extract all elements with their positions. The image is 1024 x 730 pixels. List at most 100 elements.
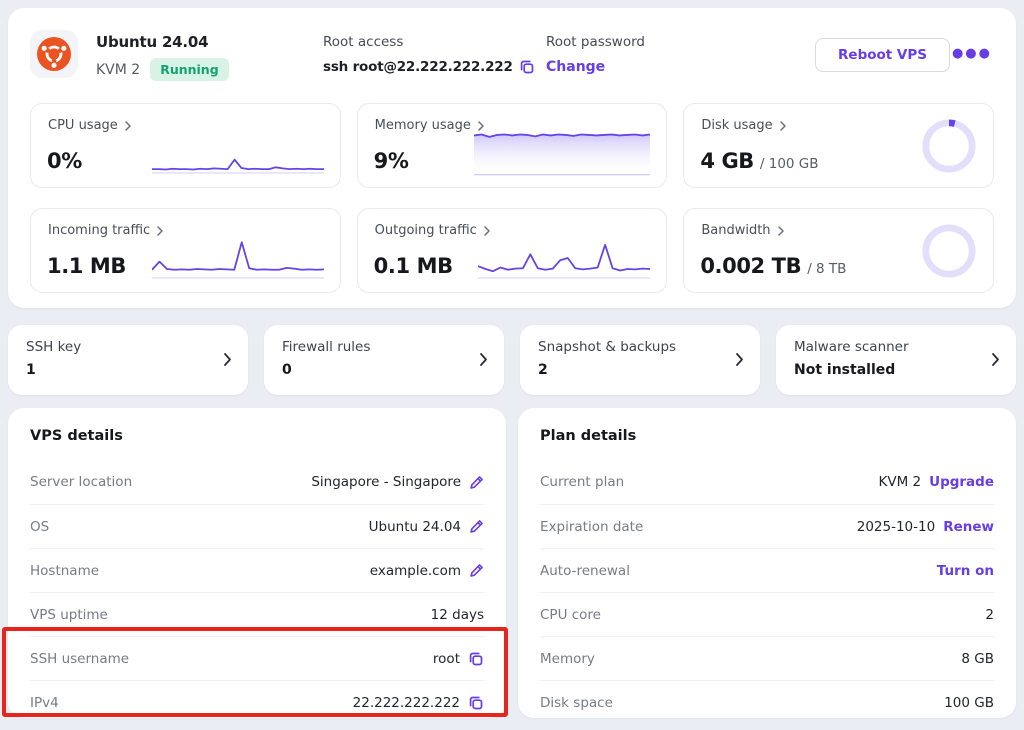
root-access-value: ssh root@22.222.222.222 xyxy=(323,59,513,75)
memory-label: Memory xyxy=(540,650,595,667)
cpu-core-row: CPU core 2 xyxy=(540,592,994,636)
ssh-key-count: 1 xyxy=(26,362,36,378)
disk-space-row: Disk space 100 GB xyxy=(540,680,994,724)
ssh-username-row: SSH username root xyxy=(30,636,484,680)
ssh-username-value: root xyxy=(432,650,460,667)
server-location-label: Server location xyxy=(30,474,133,490)
memory-sparkline-chart xyxy=(474,119,651,177)
firewall-rules-card[interactable]: Firewall rules 0 xyxy=(264,325,504,395)
server-location-value: Singapore - Singapore xyxy=(311,474,461,490)
cpu-usage-label: CPU usage xyxy=(48,118,118,133)
incoming-traffic-sparkline-chart xyxy=(152,236,324,280)
malware-scanner-card[interactable]: Malware scanner Not installed xyxy=(776,325,1016,395)
copy-ssh-command-icon[interactable] xyxy=(519,59,535,75)
plan-details-panel: Plan details Current plan KVM 2 Upgrade … xyxy=(518,408,1016,718)
ssh-key-card[interactable]: SSH key 1 xyxy=(8,325,248,395)
vps-details-title: VPS details xyxy=(30,428,123,444)
cpu-usage-card[interactable]: CPU usage 0% xyxy=(30,103,341,188)
ipv4-label: IPv4 xyxy=(30,694,59,711)
change-password-link[interactable]: Change xyxy=(546,59,606,75)
chevron-right-icon xyxy=(777,225,784,236)
snapshot-backups-count: 2 xyxy=(538,362,548,378)
server-overview-card: Ubuntu 24.04 KVM 2 Running Root access s… xyxy=(8,8,1016,308)
memory-usage-value: 9% xyxy=(373,149,409,173)
malware-scanner-label: Malware scanner xyxy=(794,339,909,355)
os-value: Ubuntu 24.04 xyxy=(368,518,461,535)
bandwidth-ring-chart xyxy=(922,224,976,278)
plan-details-title: Plan details xyxy=(540,428,637,444)
edit-os-icon[interactable] xyxy=(469,519,484,534)
quick-links-row: SSH key 1 Firewall rules 0 Snapshot & ba… xyxy=(8,325,1016,395)
vps-uptime-value: 12 days xyxy=(430,606,484,623)
memory-row: Memory 8 GB xyxy=(540,636,994,680)
root-access-block: Root access ssh root@22.222.222.222 xyxy=(323,34,535,75)
reboot-vps-button[interactable]: Reboot VPS xyxy=(815,38,950,72)
hostname-row: Hostname example.com xyxy=(30,548,484,592)
bandwidth-value: 0.002 TB xyxy=(700,254,802,278)
edit-server-location-icon[interactable] xyxy=(469,475,484,490)
hostname-label: Hostname xyxy=(30,562,100,579)
expiration-date-value: 2025-10-10 xyxy=(856,518,936,535)
turn-on-auto-renewal-link[interactable]: Turn on xyxy=(936,562,994,579)
bandwidth-total: / 8 TB xyxy=(807,261,847,277)
status-badge: Running xyxy=(150,58,229,81)
auto-renewal-row: Auto-renewal Turn on xyxy=(540,548,994,592)
root-password-label: Root password xyxy=(546,34,645,50)
renew-plan-link[interactable]: Renew xyxy=(943,518,994,535)
memory-usage-label: Memory usage xyxy=(374,118,471,133)
chevron-right-icon xyxy=(779,120,786,131)
server-identity: Ubuntu 24.04 KVM 2 Running xyxy=(96,33,229,81)
vps-uptime-row: VPS uptime 12 days xyxy=(30,592,484,636)
snapshot-backups-label: Snapshot & backups xyxy=(538,339,677,355)
outgoing-traffic-sparkline-chart xyxy=(478,236,650,280)
firewall-rules-label: Firewall rules xyxy=(282,339,371,355)
server-os-title: Ubuntu 24.04 xyxy=(96,33,209,51)
ipv4-row: IPv4 22.222.222.222 xyxy=(30,680,484,724)
current-plan-label: Current plan xyxy=(540,474,625,490)
expiration-date-row: Expiration date 2025-10-10 Renew xyxy=(540,504,994,548)
malware-scanner-status: Not installed xyxy=(794,362,896,378)
chevron-right-icon xyxy=(480,353,487,366)
disk-usage-total: / 100 GB xyxy=(759,156,819,172)
copy-ipv4-icon[interactable] xyxy=(468,695,484,711)
cpu-usage-value: 0% xyxy=(47,149,82,173)
usage-stats-grid: CPU usage 0% Memory usage 9% Disk usage xyxy=(30,103,994,293)
current-plan-row: Current plan KVM 2 Upgrade xyxy=(540,460,994,504)
os-row: OS Ubuntu 24.04 xyxy=(30,504,484,548)
more-options-icon[interactable]: ●●● xyxy=(951,46,992,61)
memory-usage-card[interactable]: Memory usage 9% xyxy=(356,103,668,188)
chevron-right-icon xyxy=(224,353,231,366)
memory-value: 8 GB xyxy=(961,650,994,667)
bandwidth-label: Bandwidth xyxy=(701,223,771,238)
bandwidth-card[interactable]: Bandwidth 0.002 TB / 8 TB xyxy=(683,208,994,293)
edit-hostname-icon[interactable] xyxy=(469,563,484,578)
incoming-traffic-card[interactable]: Incoming traffic 1.1 MB xyxy=(30,208,341,293)
expiration-date-label: Expiration date xyxy=(540,518,644,535)
firewall-rules-count: 0 xyxy=(282,362,292,378)
disk-usage-card[interactable]: Disk usage 4 GB / 100 GB xyxy=(683,103,994,188)
server-plan: KVM 2 xyxy=(96,61,141,78)
ipv4-value: 22.222.222.222 xyxy=(352,694,460,711)
outgoing-traffic-label: Outgoing traffic xyxy=(374,223,477,238)
incoming-traffic-value: 1.1 MB xyxy=(47,254,127,278)
ssh-username-label: SSH username xyxy=(30,650,130,667)
server-location-row: Server location Singapore - Singapore xyxy=(30,460,484,504)
snapshot-backups-card[interactable]: Snapshot & backups 2 xyxy=(520,325,760,395)
chevron-right-icon xyxy=(484,225,490,236)
upgrade-plan-link[interactable]: Upgrade xyxy=(929,474,994,490)
chevron-right-icon xyxy=(125,120,131,131)
root-password-block: Root password Change xyxy=(546,34,645,75)
vps-uptime-label: VPS uptime xyxy=(30,606,108,623)
root-access-label: Root access xyxy=(323,34,404,50)
copy-ssh-username-icon[interactable] xyxy=(468,651,484,667)
vps-details-panel: VPS details Server location Singapore - … xyxy=(8,408,506,718)
chevron-right-icon xyxy=(992,353,999,366)
current-plan-value: KVM 2 xyxy=(878,474,922,490)
ssh-key-label: SSH key xyxy=(26,339,82,355)
outgoing-traffic-card[interactable]: Outgoing traffic 0.1 MB xyxy=(356,208,668,293)
chevron-right-icon xyxy=(157,225,163,236)
cpu-core-label: CPU core xyxy=(540,606,601,623)
hostname-value: example.com xyxy=(369,562,461,579)
disk-space-value: 100 GB xyxy=(944,694,994,711)
